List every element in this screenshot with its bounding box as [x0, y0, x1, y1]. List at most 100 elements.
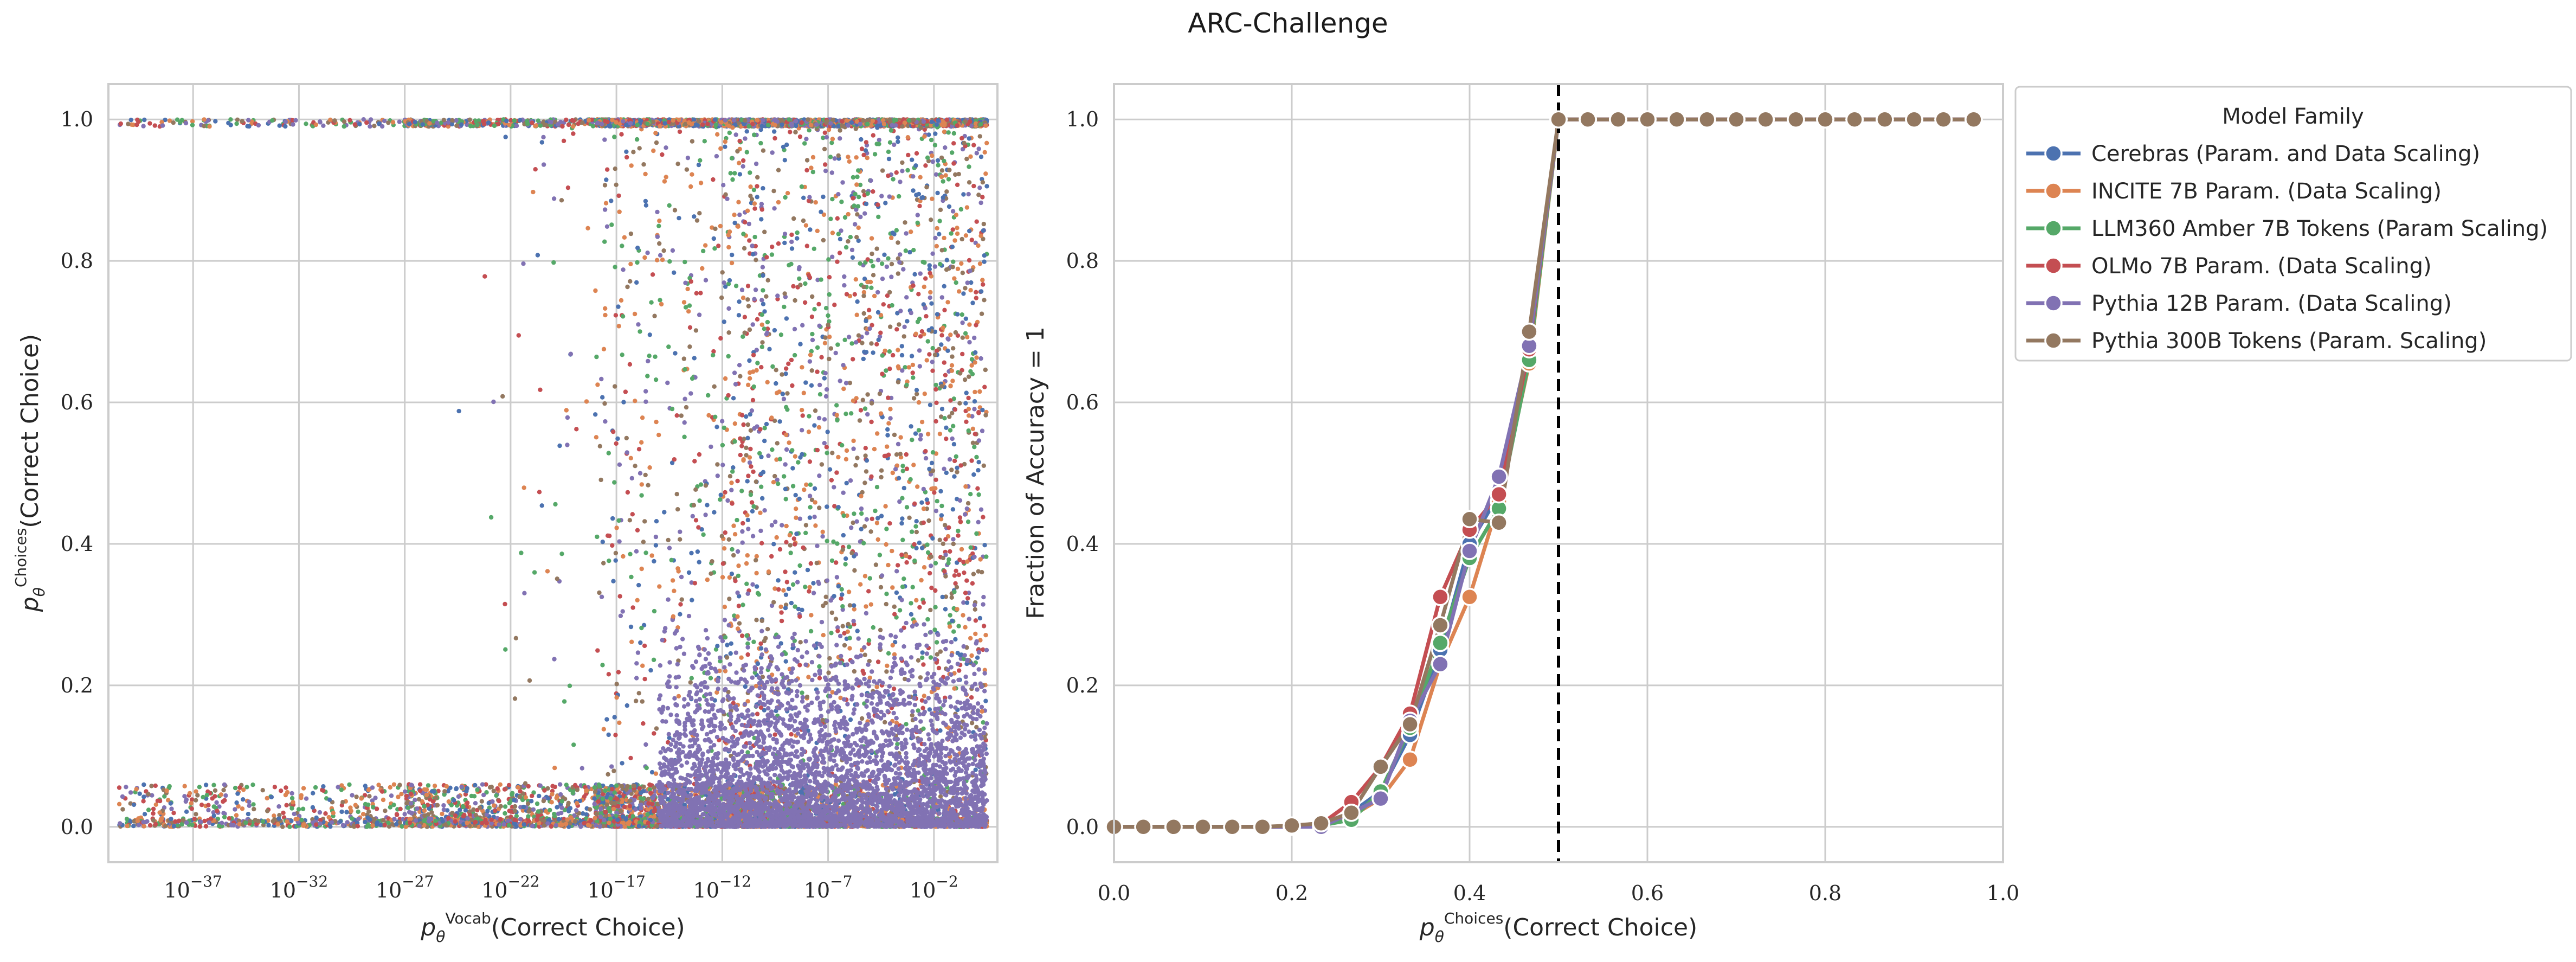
scatter-point: [850, 248, 854, 252]
scatter-point: [841, 491, 846, 495]
scatter-point: [678, 530, 682, 534]
scatter-point: [821, 238, 826, 242]
scatter-point: [148, 823, 152, 828]
scatter-point: [750, 509, 755, 514]
scatter-point: [141, 799, 145, 803]
scatter-point: [662, 510, 666, 514]
scatter-point: [865, 412, 870, 416]
scatter-point: [688, 325, 692, 330]
scatter-point: [679, 413, 684, 418]
scatter-point: [861, 357, 866, 361]
scatter-point: [957, 289, 961, 293]
scatter-point: [697, 452, 701, 457]
scatter-point: [727, 537, 731, 542]
scatter-point: [848, 717, 853, 722]
scatter-point: [935, 191, 939, 195]
scatter-point: [716, 473, 720, 478]
scatter-point: [963, 512, 967, 516]
scatter-point: [884, 368, 888, 373]
scatter-point: [806, 675, 810, 679]
scatter-point: [701, 533, 705, 537]
scatter-point: [789, 358, 794, 362]
scatter-point: [820, 534, 825, 538]
scatter-point: [974, 618, 978, 623]
scatter-point: [645, 374, 649, 378]
scatter-point: [638, 640, 642, 645]
scatter-point: [926, 339, 930, 343]
scatter-point: [733, 421, 737, 426]
scatter-point: [571, 742, 576, 747]
scatter-point: [784, 316, 789, 320]
scatter-point: [794, 506, 798, 511]
scatter-point: [740, 529, 744, 534]
scatter-point: [983, 699, 988, 703]
scatter-point: [939, 333, 944, 337]
scatter-point: [982, 624, 986, 628]
scatter-point: [621, 267, 625, 272]
scatter-point: [602, 347, 606, 351]
scatter-point: [603, 313, 607, 317]
scatter-point: [864, 319, 868, 323]
scatter-point: [952, 238, 957, 242]
scatter-point: [920, 329, 924, 334]
scatter-point: [815, 345, 820, 350]
scatter-point: [655, 210, 659, 214]
scatter-point: [794, 493, 798, 497]
scatter-point: [347, 118, 352, 123]
scatter-point: [954, 330, 958, 335]
scatter-point: [896, 380, 900, 384]
scatter-point: [731, 523, 736, 528]
scatter-point: [571, 131, 575, 136]
scatter-point: [618, 594, 622, 598]
scatter-point: [905, 466, 909, 471]
scatter-point: [886, 421, 891, 426]
scatter-point: [321, 124, 325, 128]
scatter-point: [760, 345, 764, 349]
scatter-point: [755, 584, 759, 588]
scatter-point: [898, 179, 902, 184]
scatter-point: [933, 561, 938, 565]
scatter-point: [752, 207, 757, 211]
scatter-point: [755, 361, 759, 365]
scatter-point: [682, 300, 686, 304]
scatter-point: [777, 419, 782, 424]
scatter-point: [910, 158, 914, 162]
scatter-point: [630, 476, 634, 480]
scatter-point: [682, 435, 686, 439]
scatter-point: [678, 537, 682, 542]
scatter-point: [742, 246, 746, 251]
scatter-point: [807, 414, 811, 418]
scatter-point: [634, 661, 639, 665]
scatter-point: [664, 175, 668, 179]
scatter-point: [135, 118, 139, 122]
scatter-point: [968, 268, 972, 273]
scatter-point: [855, 299, 859, 304]
scatter-point: [564, 118, 568, 122]
scatter-point: [441, 803, 446, 807]
scatter-point: [265, 809, 269, 813]
scatter-point: [817, 425, 821, 429]
scatter-point: [898, 608, 902, 612]
scatter-point: [797, 277, 801, 281]
scatter-point: [937, 232, 941, 236]
scatter-point: [527, 678, 532, 683]
scatter-point: [859, 511, 864, 516]
scatter-point: [552, 657, 556, 661]
scatter-point: [585, 226, 590, 230]
scatter-point: [896, 563, 900, 567]
scatter-point: [913, 431, 918, 435]
scatter-point: [875, 485, 879, 489]
scatter-point: [824, 394, 828, 399]
scatter-point: [923, 449, 928, 453]
scatter-point: [968, 636, 973, 640]
scatter-point: [920, 656, 924, 660]
scatter-point: [736, 200, 740, 204]
scatter-point: [766, 453, 770, 458]
scatter-point: [904, 295, 909, 299]
scatter-point: [900, 353, 904, 357]
scatter-point: [688, 680, 693, 684]
scatter-point: [718, 497, 722, 502]
scatter-point: [617, 463, 622, 467]
scatter-point: [880, 573, 884, 578]
scatter-point: [842, 338, 847, 342]
